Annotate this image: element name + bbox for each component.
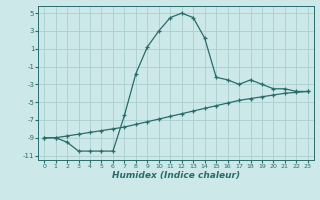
X-axis label: Humidex (Indice chaleur): Humidex (Indice chaleur) (112, 171, 240, 180)
